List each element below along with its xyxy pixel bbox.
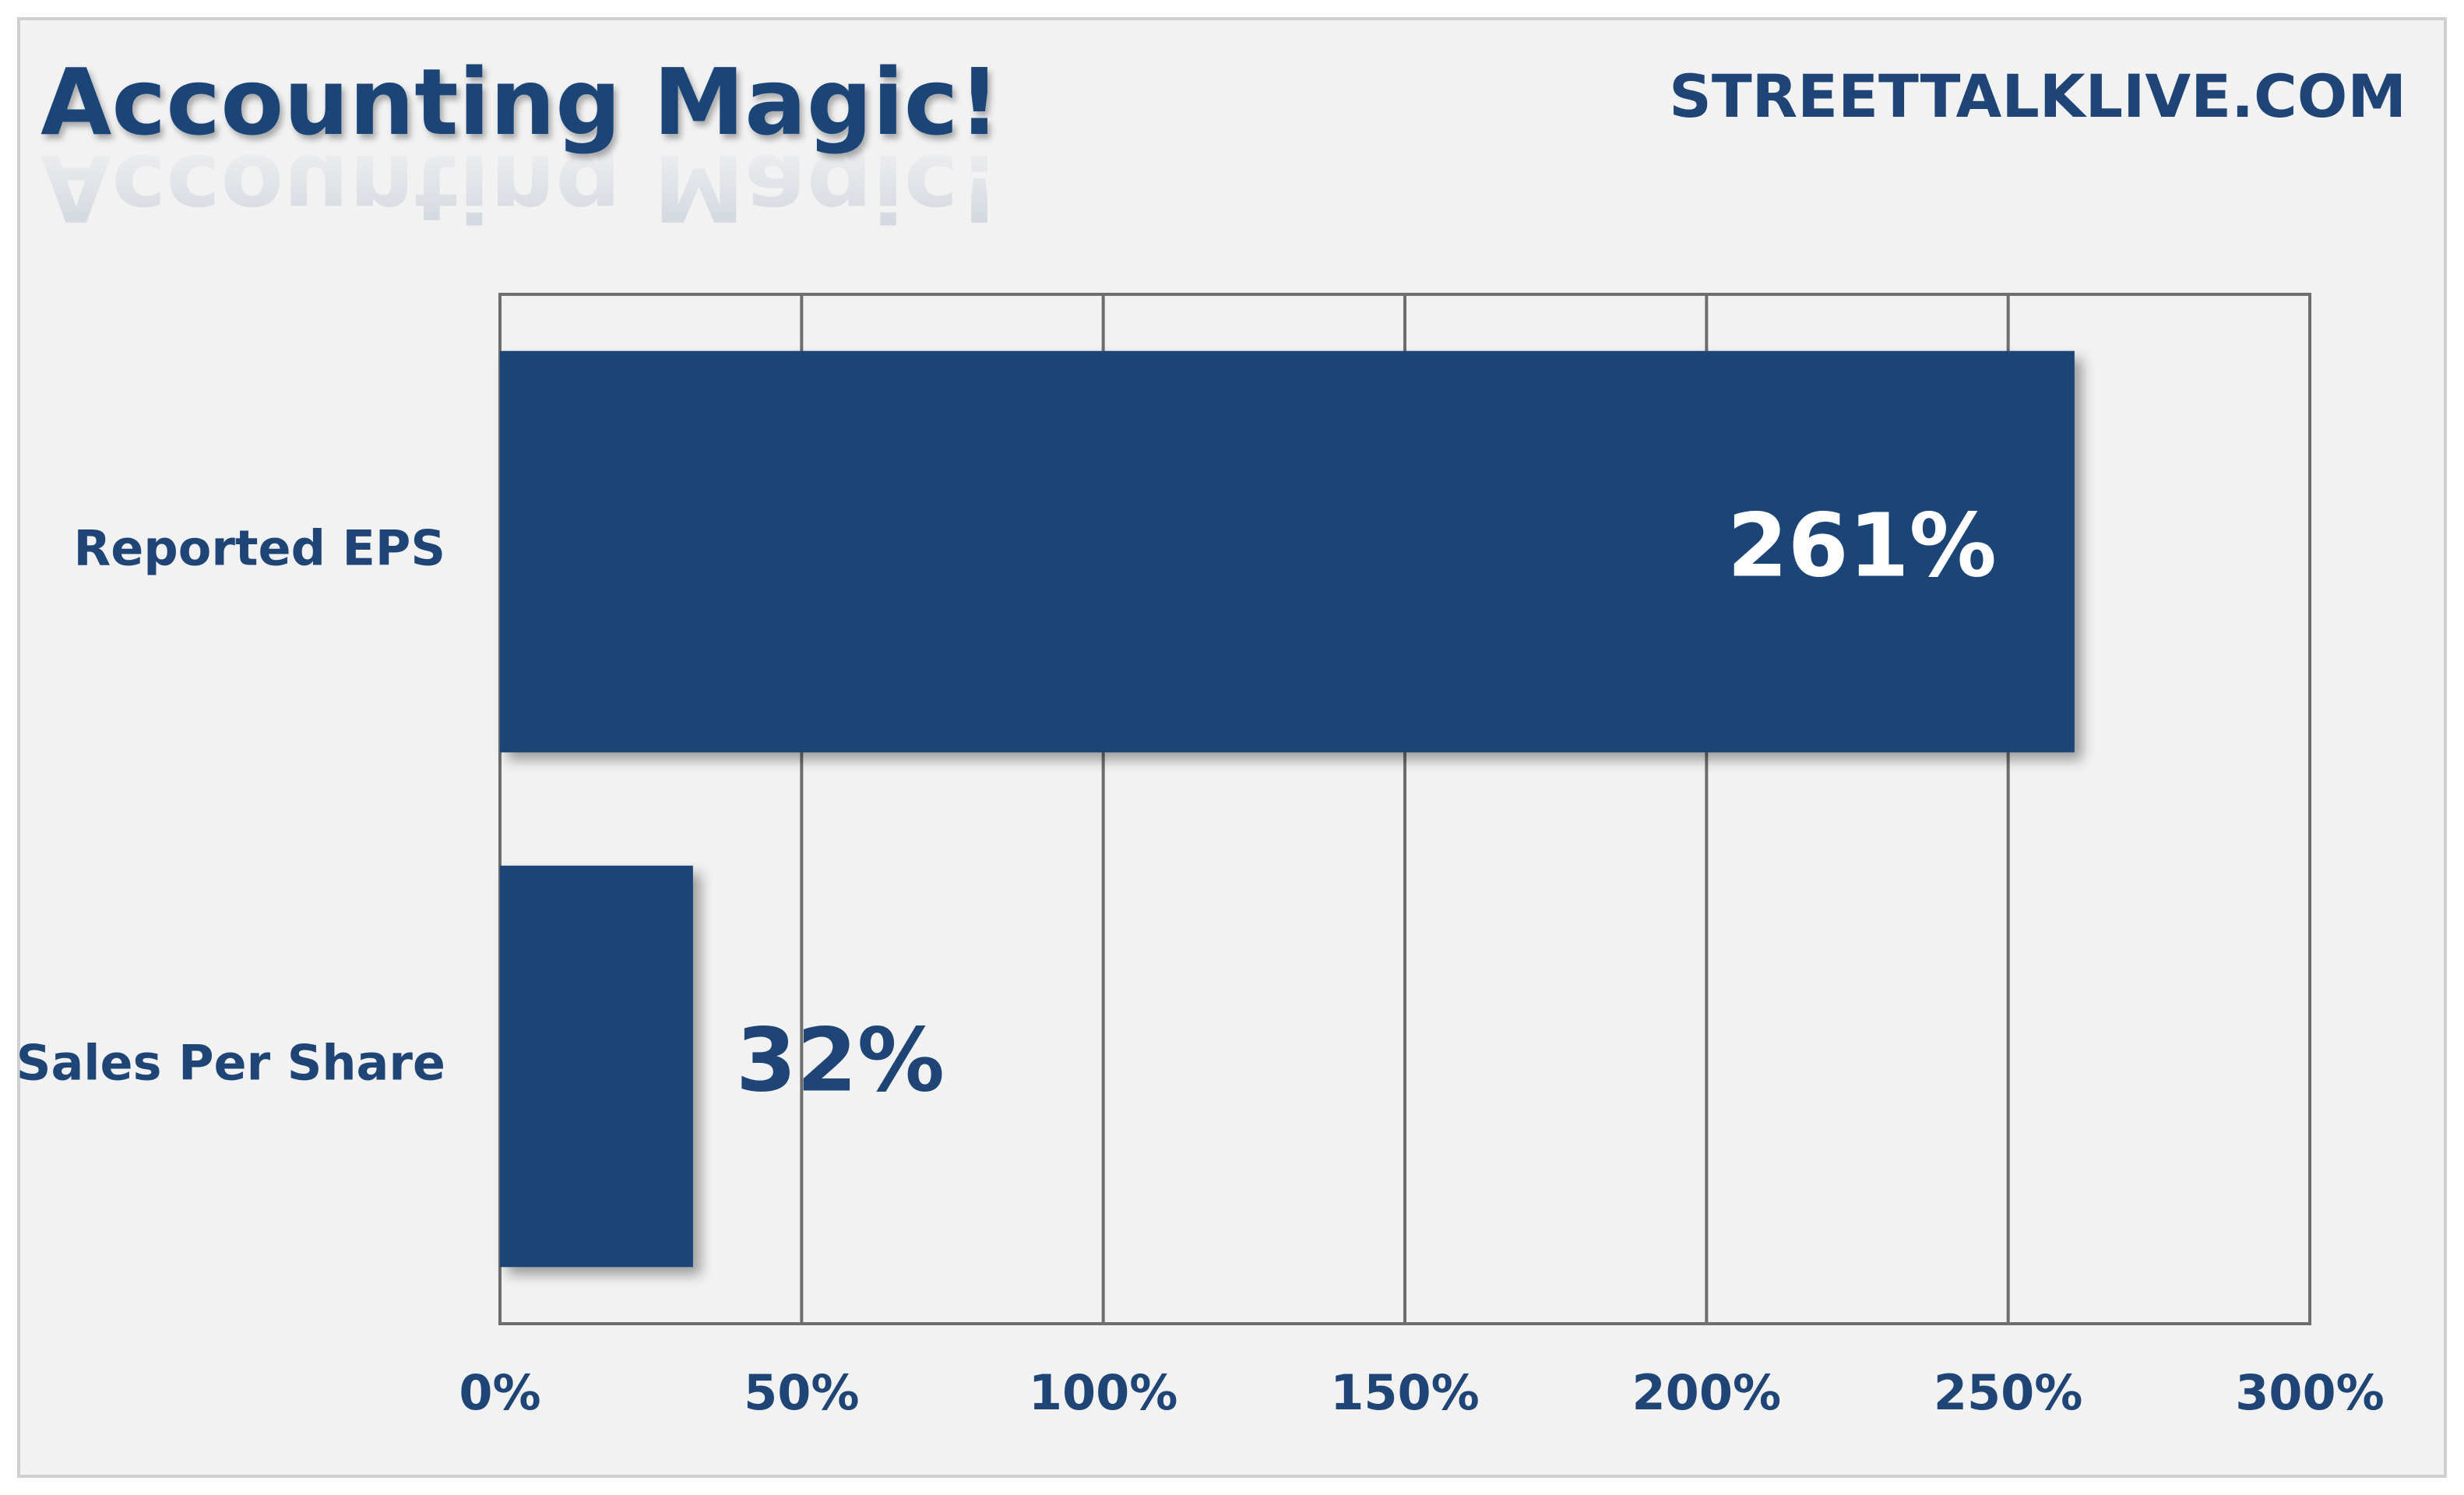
chart-title: Accounting Magic! xyxy=(40,48,1000,156)
x-tick-label-100: 100% xyxy=(1029,1364,1178,1421)
x-tick-label-0: 0% xyxy=(459,1364,540,1421)
data-label-reported-eps: 261% xyxy=(1727,495,1997,596)
data-label-sales-per-share: 32% xyxy=(736,1010,945,1111)
source-label: STREETTALKLIVE.COM xyxy=(1669,62,2406,131)
category-label-reported-eps: Reported EPS xyxy=(74,520,445,577)
chart-title-reflection: Accounting Magic! xyxy=(40,134,1000,241)
x-tick-label-50: 50% xyxy=(744,1364,859,1421)
x-tick-label-300: 300% xyxy=(2235,1364,2385,1421)
x-tick-label-150: 150% xyxy=(1330,1364,1480,1421)
category-label-sales-per-share: Sales Per Share xyxy=(16,1035,445,1092)
x-axis-tick-labels: 0% 50% 100% 150% 200% 250% 300% xyxy=(459,1364,2384,1421)
x-tick-label-250: 250% xyxy=(1934,1364,2083,1421)
bar-reported-eps xyxy=(500,350,2075,753)
x-tick-label-200: 200% xyxy=(1632,1364,1782,1421)
bars xyxy=(500,350,2075,1268)
data-labels: 261% 32% xyxy=(736,495,1997,1111)
bar-sales-per-share xyxy=(500,865,693,1268)
category-labels: Reported EPS Sales Per Share xyxy=(16,520,445,1092)
